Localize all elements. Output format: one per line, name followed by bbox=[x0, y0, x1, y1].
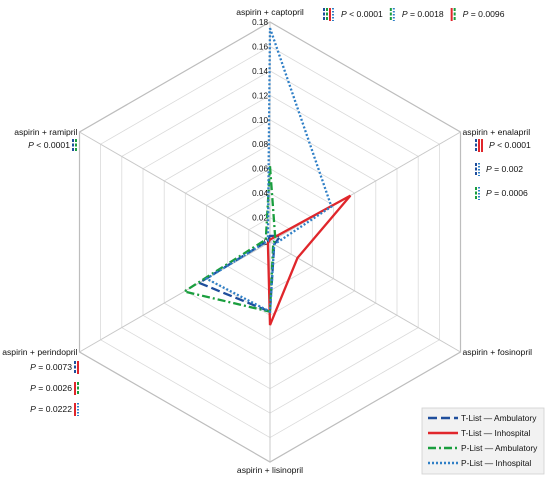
radial-tick-label: 0.10 bbox=[252, 116, 268, 125]
annotation-aspirin-ramipril: P < 0.0001 bbox=[28, 139, 77, 152]
radial-tick-label: 0.04 bbox=[252, 189, 268, 198]
axis-label-aspirin-enalapril: aspirin + enalapril bbox=[463, 127, 531, 137]
axis-label-aspirin-lisinopril: aspirin + lisinopril bbox=[237, 465, 303, 475]
p-value-text: P = 0.0018 bbox=[402, 9, 444, 19]
axis-label-aspirin-captopril: aspirin + captopril bbox=[236, 7, 304, 17]
legend-label-p-list-ambulatory: P-List — Ambulatory bbox=[461, 443, 538, 453]
axis-spoke bbox=[269, 241, 461, 353]
axis-label-aspirin-perindopril: aspirin + perindopril bbox=[2, 347, 77, 357]
axis-spoke bbox=[269, 131, 461, 243]
legend: T-List — Ambulatory T-List — Inhospital P-… bbox=[421, 407, 545, 475]
p-value-text: P < 0.0001 bbox=[28, 140, 70, 150]
p-value-text: P = 0.002 bbox=[486, 164, 523, 174]
axis-label-aspirin-ramipril: aspirin + ramipril bbox=[14, 127, 77, 137]
series-p-list-inhospital bbox=[204, 27, 333, 314]
data-series bbox=[181, 27, 352, 326]
p-value-text: P = 0.0096 bbox=[463, 9, 505, 19]
radial-tick-label: 0.18 bbox=[252, 18, 268, 27]
radial-tick-label: 0.12 bbox=[252, 91, 268, 100]
p-value-text: P < 0.0001 bbox=[489, 140, 531, 150]
legend-label-p-list-inhospital: P-List — Inhospital bbox=[461, 458, 531, 468]
p-value-text: P = 0.0073 bbox=[30, 362, 72, 372]
p-value-text: P < 0.0001 bbox=[341, 9, 383, 19]
axis-labels: aspirin + captopril aspirin + enalapril as… bbox=[2, 7, 532, 475]
axis-spoke bbox=[79, 131, 271, 243]
radial-tick-labels: 00.020.040.060.080.100.120.140.160.18 bbox=[252, 18, 268, 247]
axis-label-aspirin-fosinopril: aspirin + fosinopril bbox=[463, 347, 533, 357]
annotation-aspirin-perindopril: P = 0.0073 P = 0.0026 P = 0.0222 bbox=[30, 361, 79, 416]
legend-label-t-list-ambulatory: T-List — Ambulatory bbox=[461, 413, 537, 423]
legend-label-t-list-inhospital: T-List — Inhospital bbox=[461, 428, 530, 438]
p-value-text: P = 0.0006 bbox=[486, 188, 528, 198]
radar-grid bbox=[78, 21, 462, 463]
annotation-aspirin-captopril: P < 0.0001 P = 0.0018 P = 0.0096 bbox=[323, 8, 505, 21]
series-p-list-ambulatory bbox=[181, 166, 277, 314]
radial-tick-label: 0.08 bbox=[252, 140, 268, 149]
annotation-aspirin-enalapril: P < 0.0001 P = 0.002 P = 0.0006 bbox=[475, 139, 531, 200]
p-value-text: P = 0.0026 bbox=[30, 383, 72, 393]
p-value-text: P = 0.0222 bbox=[30, 404, 72, 414]
radial-tick-label: 0.06 bbox=[252, 165, 268, 174]
radial-tick-label: 0.14 bbox=[252, 67, 268, 76]
radial-tick-label: 0.16 bbox=[252, 42, 268, 51]
radial-tick-label: 0.02 bbox=[252, 214, 268, 223]
